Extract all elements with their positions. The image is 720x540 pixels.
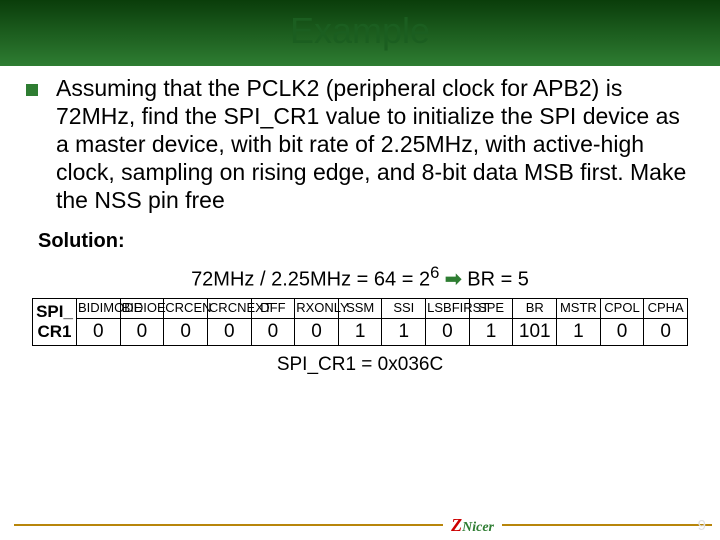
register-table: SPI_ CR1 BIDIMODEBIDIOECRCENCRCNEXTDFFRX… bbox=[32, 298, 688, 346]
row-label-top: SPI_ bbox=[36, 302, 73, 321]
table-value-cell: 0 bbox=[295, 318, 339, 345]
table-header-cell: BIDIMODE bbox=[77, 298, 121, 318]
row-label-bottom: CR1 bbox=[37, 322, 71, 341]
equation-lhs: 72MHz / 2.25MHz = 64 = 2 bbox=[191, 269, 430, 291]
footer: ZNicer bbox=[0, 510, 720, 540]
table-value-cell: 0 bbox=[644, 318, 688, 345]
logo: ZNicer bbox=[451, 515, 494, 536]
table-value-cell: 0 bbox=[120, 318, 164, 345]
table-header-cell: CPHA bbox=[644, 298, 688, 318]
body-area: Assuming that the PCLK2 (peripheral cloc… bbox=[0, 66, 720, 540]
footer-rule-left bbox=[14, 524, 443, 526]
equation-rhs: BR = 5 bbox=[467, 269, 529, 291]
table-value-cell: 0 bbox=[164, 318, 208, 345]
bullet-marker-icon bbox=[26, 84, 38, 96]
table-value-cell: 0 bbox=[77, 318, 121, 345]
body-text: Assuming that the PCLK2 (peripheral cloc… bbox=[56, 74, 694, 214]
title-bar: Example bbox=[0, 0, 720, 66]
register-table-wrap: SPI_ CR1 BIDIMODEBIDIOECRCENCRCNEXTDFFRX… bbox=[26, 298, 694, 346]
footer-rule-right bbox=[502, 524, 712, 526]
table-value-cell: 1 bbox=[469, 318, 513, 345]
table-value-cell: 0 bbox=[207, 318, 251, 345]
page-number: 9 bbox=[698, 517, 706, 534]
table-value-cell: 1 bbox=[557, 318, 601, 345]
table-header-cell: CPOL bbox=[600, 298, 644, 318]
table-value-cell: 1 bbox=[382, 318, 426, 345]
table-value-cell: 0 bbox=[426, 318, 470, 345]
table-header-cell: LSBFIRST bbox=[426, 298, 470, 318]
table-value-cell: 101 bbox=[513, 318, 557, 345]
arrow-icon: ➡ bbox=[445, 269, 462, 291]
table-header-cell: SSI bbox=[382, 298, 426, 318]
table-value-cell: 0 bbox=[600, 318, 644, 345]
bullet-row: Assuming that the PCLK2 (peripheral cloc… bbox=[26, 74, 694, 214]
br-equation: 72MHz / 2.25MHz = 64 = 26 ➡ BR = 5 bbox=[26, 263, 694, 292]
table-header-row: SPI_ CR1 BIDIMODEBIDIOECRCENCRCNEXTDFFRX… bbox=[33, 298, 688, 318]
table-value-cell: 1 bbox=[338, 318, 382, 345]
table-header-cell: RXONLY bbox=[295, 298, 339, 318]
logo-text: Nicer bbox=[462, 520, 494, 536]
equation-exp: 6 bbox=[430, 263, 439, 282]
register-row-label: SPI_ CR1 bbox=[33, 298, 77, 345]
table-value-row: 0000001101101100 bbox=[33, 318, 688, 345]
table-header-cell: MSTR bbox=[557, 298, 601, 318]
table-header-cell: CRCEN bbox=[164, 298, 208, 318]
result-equation: SPI_CR1 = 0x036C bbox=[26, 354, 694, 376]
table-header-cell: BR bbox=[513, 298, 557, 318]
table-header-cell: CRCNEXT bbox=[207, 298, 251, 318]
solution-label: Solution: bbox=[38, 230, 694, 253]
table-value-cell: 0 bbox=[251, 318, 295, 345]
table-header-cell: BIDIOE bbox=[120, 298, 164, 318]
slide-title: Example bbox=[290, 10, 430, 51]
logo-z-icon: Z bbox=[451, 515, 462, 536]
